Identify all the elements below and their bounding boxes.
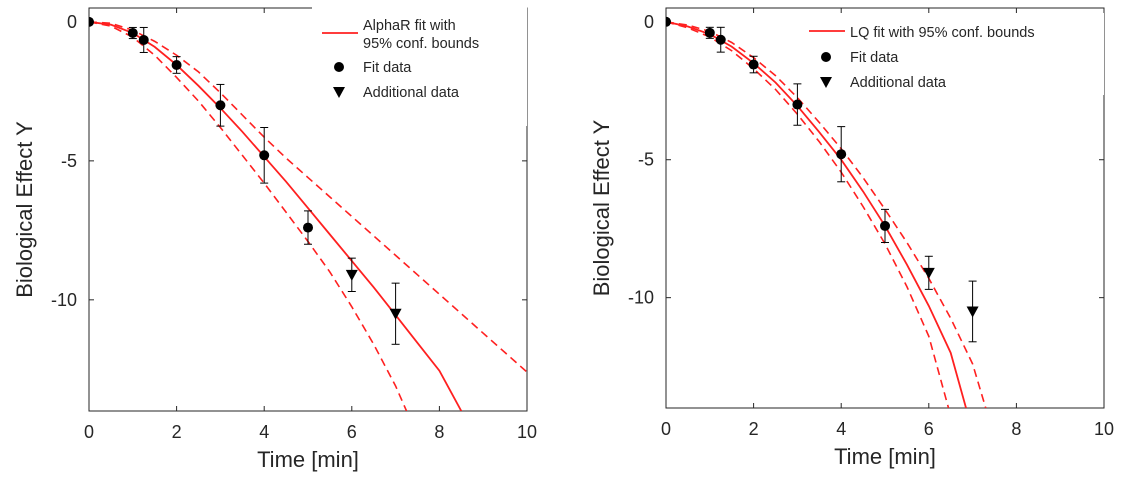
- legend-entry-label: LQ fit with 95% conf. bounds: [850, 25, 1035, 41]
- x-tick-label: 10: [1094, 419, 1114, 439]
- fit-line: [89, 21, 463, 411]
- legend-triangle-marker: [820, 77, 832, 88]
- additional-data-point: [922, 267, 935, 279]
- fit-data-point: [259, 150, 270, 161]
- legend-entry-label: Additional data: [850, 75, 947, 91]
- fit-data-point: [792, 99, 803, 110]
- y-tick-label: 0: [67, 12, 77, 32]
- axes-box: [665, 7, 1105, 409]
- x-tick-label: 0: [84, 422, 94, 442]
- fit-data-point: [880, 220, 890, 231]
- axes-box: [88, 7, 528, 412]
- y-tick-label: -5: [61, 151, 77, 171]
- plot-area: [89, 16, 527, 411]
- legend-entry-label: 95% conf. bounds: [363, 36, 479, 52]
- x-tick-label: 4: [836, 419, 846, 439]
- x-axis-label: Time [min]: [257, 447, 359, 472]
- y-axis-label: Biological Effect Y: [589, 119, 614, 296]
- y-axis-label: Biological Effect Y: [12, 121, 37, 298]
- additional-data-point: [966, 306, 979, 318]
- x-tick-label: 8: [434, 422, 444, 442]
- additional-data-point: [345, 269, 358, 281]
- confidence-bound-lower: [89, 21, 408, 411]
- x-tick-label: 8: [1011, 419, 1021, 439]
- y-tick-label: -10: [51, 290, 77, 310]
- fit-data-point: [138, 34, 149, 45]
- confidence-bound-upper: [89, 21, 527, 373]
- x-axis-label: Time [min]: [834, 444, 936, 469]
- fit-data-point: [666, 16, 671, 27]
- x-tick-label: 2: [172, 422, 182, 442]
- fit-data-point: [89, 16, 94, 27]
- fit-data-point: [715, 34, 726, 45]
- legend-entry-label: AlphaR fit with: [363, 18, 456, 34]
- fit-data-point: [215, 100, 226, 111]
- x-tick-label: 0: [661, 419, 671, 439]
- chart-left: 0 2 4 6 8 10 0 -5 -10 Time [min] Biological Effect…: [12, 6, 537, 472]
- legend: AlphaR fit with 95% conf. bounds Fit data A…: [312, 6, 527, 126]
- y-tick-label: -5: [638, 150, 654, 170]
- legend: LQ fit with 95% conf. bounds Fit data Addi…: [804, 13, 1104, 95]
- x-tick-label: 6: [347, 422, 357, 442]
- additional-data-point: [389, 308, 402, 320]
- x-tick-label: 6: [924, 419, 934, 439]
- x-tick-label: 4: [259, 422, 269, 442]
- legend-entry-label: Fit data: [363, 60, 412, 76]
- legend-triangle-marker: [333, 87, 345, 98]
- fit-data-point: [171, 59, 182, 70]
- y-tick-label: 0: [644, 12, 654, 32]
- fit-data-point: [303, 222, 313, 233]
- fit-data-point: [836, 149, 847, 160]
- legend-entry-label: Additional data: [363, 85, 460, 101]
- x-tick-label: 10: [517, 422, 537, 442]
- legend-entry-label: Fit data: [850, 50, 899, 66]
- fit-data-point: [704, 27, 715, 38]
- fit-data-point: [127, 28, 138, 39]
- plot-area: [666, 16, 987, 408]
- legend-circle-marker: [821, 52, 831, 62]
- legend-circle-marker: [334, 62, 344, 72]
- y-tick-label: -10: [628, 288, 654, 308]
- x-tick-label: 2: [749, 419, 759, 439]
- fit-data-point: [748, 59, 759, 70]
- chart-right: 0 2 4 6 8 10 0 -5 -10 Time [min] Biological Effect…: [589, 7, 1114, 469]
